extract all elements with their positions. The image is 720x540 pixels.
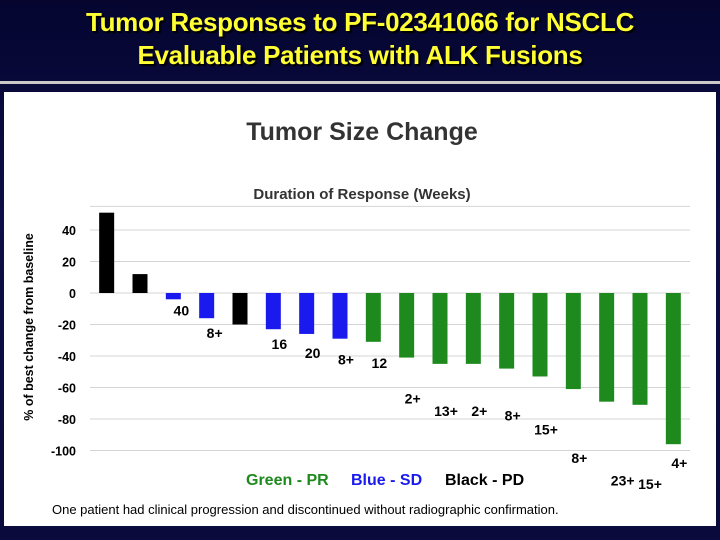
y-axis-ticks: 40 20 0 -20 -40 -60 -80 -100 [51,224,76,459]
bar-pr [432,293,448,364]
duration-label: 2+ [405,391,421,407]
duration-label: 8+ [207,325,223,341]
legend: Green - PR Blue - SD Black - PD [246,472,524,489]
bar-pr [532,293,548,377]
duration-label: 15+ [638,476,662,492]
y-tick-label: -60 [58,382,76,396]
duration-label: 4+ [671,455,687,471]
y-tick-label: -100 [51,445,76,459]
duration-label: 12 [372,355,388,371]
legend-item-sd: Blue - SD [351,472,422,489]
duration-label: 8+ [505,408,521,424]
bar-pd [232,293,248,325]
bar-sd [199,293,215,319]
y-tick-label: -40 [58,350,76,364]
gridlines [90,205,690,451]
bar-pr [465,293,481,364]
bar-pr [665,293,681,445]
slide-title-line-2: Evaluable Patients with ALK Fusions [137,40,583,70]
duration-label: 2+ [471,403,487,419]
chart-panel: Tumor Size Change Duration of Response (… [4,92,716,526]
duration-label: 15+ [534,421,558,437]
footnote: One patient had clinical progression and… [52,502,559,517]
y-tick-label: 20 [62,256,76,270]
bar-pd [132,274,148,293]
title-divider [0,81,720,84]
bar-pr [499,293,515,369]
slide-title: Tumor Responses to PF-02341066 for NSCLC… [0,6,720,72]
y-tick-label: 0 [69,287,76,301]
duration-label: 40 [174,302,190,318]
duration-label: 16 [272,336,288,352]
bar-pr [399,293,415,358]
bar-sd [299,293,315,334]
y-tick-label: -20 [58,319,76,333]
y-axis-label: % of best change from baseline [22,233,36,421]
y-tick-label: -80 [58,413,76,427]
bars [99,212,681,445]
chart-subtitle: Duration of Response (Weeks) [253,186,470,203]
bar-sd [332,293,348,339]
duration-label: 20 [305,345,321,361]
legend-item-pr: Green - PR [246,472,329,489]
legend-item-pd: Black - PD [445,472,524,489]
bar-pr [565,293,581,390]
tumor-size-chart: Tumor Size Change Duration of Response (… [22,118,690,492]
duration-label: 8+ [338,352,354,368]
slide-title-line-1: Tumor Responses to PF-02341066 for NSCLC [85,7,635,37]
chart-title: Tumor Size Change [246,118,478,146]
bar-pr [632,293,648,405]
y-tick-label: 40 [62,224,76,238]
duration-label: 23+ [611,473,635,489]
bar-sd [265,293,281,330]
duration-label: 8+ [571,450,587,466]
bar-sd [165,293,181,300]
bar-pr [599,293,615,402]
duration-label: 13+ [434,403,458,419]
bar-pr [365,293,381,342]
bar-pd [99,212,115,293]
